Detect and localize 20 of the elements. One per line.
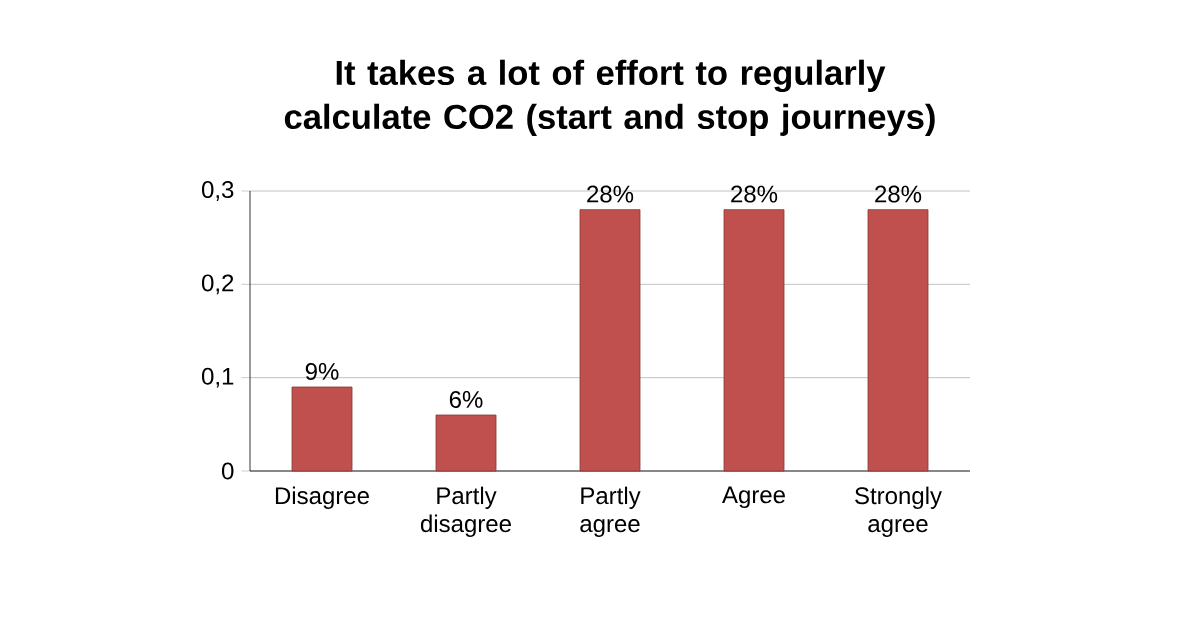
x-tick-label: Agree xyxy=(722,486,785,509)
data-label: 9% xyxy=(305,362,339,380)
data-label: 28% xyxy=(587,185,634,203)
y-tick-label: 0 xyxy=(222,462,234,480)
x-tick-label: Disagree xyxy=(275,486,369,509)
y-tick-label: 0,3 xyxy=(201,181,234,201)
bar xyxy=(435,414,497,472)
data-label: 28% xyxy=(875,185,922,203)
bar xyxy=(579,209,641,472)
chart-title: It takes a lot of effort to regularly calculate CO2 (start and stop journeys) xyxy=(284,59,935,136)
data-label: 28% xyxy=(731,185,778,203)
x-tick-label: Strongly agree xyxy=(855,486,942,537)
x-tick-label: Partly disagree xyxy=(420,486,511,537)
bar xyxy=(867,209,929,472)
y-tick-label: 0,1 xyxy=(201,367,234,388)
bar xyxy=(291,386,353,472)
bar xyxy=(723,209,785,472)
y-tick-label: 0,2 xyxy=(201,274,234,295)
data-label: 6% xyxy=(449,390,483,408)
x-tick-label: Partly agree xyxy=(580,486,641,537)
